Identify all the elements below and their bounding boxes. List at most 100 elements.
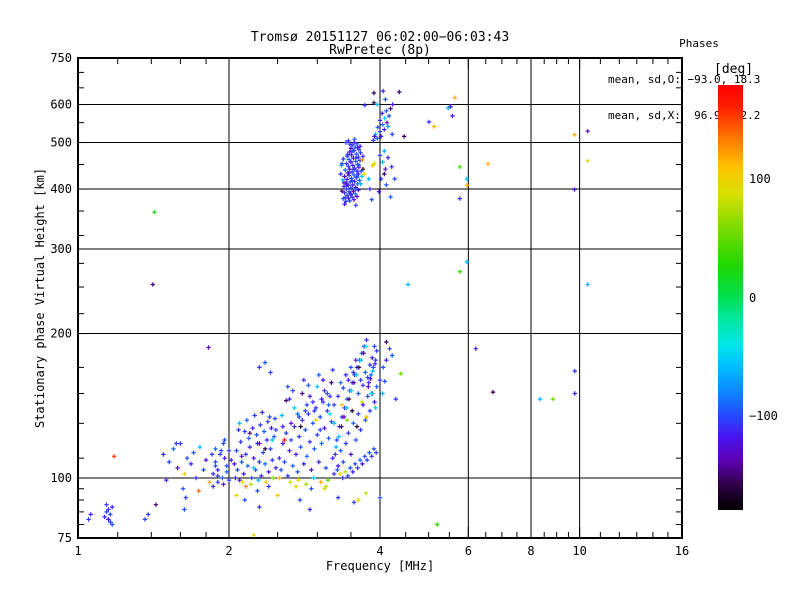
data-point: [247, 444, 252, 450]
data-point: [346, 138, 351, 144]
data-point: [303, 408, 308, 414]
data-point: [249, 475, 254, 481]
data-point: [333, 444, 339, 450]
data-point: [242, 497, 247, 503]
data-point: [326, 402, 331, 408]
data-point: [313, 418, 319, 423]
data-point: [464, 176, 470, 182]
data-point: [339, 402, 345, 408]
data-point: [457, 269, 462, 274]
data-point: [239, 459, 244, 465]
data-point: [341, 156, 346, 162]
data-point: [104, 502, 109, 507]
data-point: [209, 452, 215, 457]
data-point: [333, 452, 338, 457]
data-point: [356, 171, 361, 177]
data-point: [150, 282, 155, 287]
data-point: [358, 150, 363, 155]
data-point: [213, 463, 218, 469]
data-point: [221, 482, 226, 487]
data-point: [358, 181, 363, 187]
data-point: [368, 391, 374, 396]
data-point: [238, 439, 243, 444]
data-point: [279, 413, 285, 418]
data-point: [248, 482, 253, 487]
data-point: [380, 122, 385, 127]
data-point: [393, 396, 398, 402]
data-point: [311, 475, 316, 481]
x-tick-label: 1: [74, 544, 81, 558]
data-point: [213, 446, 218, 452]
y-tick-label: 200: [50, 327, 72, 341]
data-point: [292, 424, 297, 429]
data-point: [363, 344, 369, 349]
data-point: [585, 158, 590, 163]
data-point: [366, 380, 371, 385]
data-point: [262, 446, 268, 452]
data-point: [381, 88, 386, 94]
data-point: [215, 467, 220, 473]
data-point: [355, 465, 360, 471]
data-point: [446, 105, 451, 111]
data-point: [108, 512, 113, 517]
data-point: [86, 517, 91, 522]
data-point: [241, 471, 246, 477]
data-point: [340, 177, 345, 183]
data-point: [307, 394, 313, 399]
data-point: [357, 144, 363, 149]
data-point: [234, 493, 239, 498]
data-point: [354, 151, 359, 157]
data-point: [290, 463, 295, 469]
data-point: [270, 457, 275, 463]
data-point: [277, 475, 282, 481]
data-point: [104, 509, 109, 515]
data-point: [341, 414, 347, 420]
data-point: [295, 411, 300, 417]
data-point: [382, 171, 387, 177]
data-point: [385, 155, 391, 160]
data-point: [264, 437, 270, 443]
data-point: [304, 402, 310, 408]
data-point: [254, 432, 259, 438]
data-point: [335, 467, 340, 473]
data-point: [142, 517, 148, 522]
data-point: [381, 365, 386, 370]
data-point: [297, 414, 302, 420]
data-point: [215, 473, 220, 479]
data-point: [335, 394, 341, 399]
data-point: [353, 155, 358, 161]
data-point: [319, 441, 324, 446]
data-point: [325, 391, 330, 396]
data-point: [327, 411, 333, 417]
data-point: [353, 437, 358, 443]
data-point: [390, 102, 395, 107]
data-point: [382, 116, 387, 121]
data-point: [338, 380, 343, 385]
data-point: [287, 448, 292, 453]
data-point: [380, 160, 385, 165]
data-point: [356, 497, 361, 503]
colorbar-tick-label: 0: [749, 290, 757, 305]
data-point: [337, 471, 343, 477]
data-point: [338, 448, 343, 453]
data-point: [292, 405, 297, 411]
data-point: [275, 493, 280, 498]
data-point: [359, 168, 364, 174]
data-point: [278, 467, 284, 473]
data-point: [387, 346, 392, 351]
y-tick-label: 600: [50, 98, 72, 112]
colorbar-tick-label: 100: [749, 172, 771, 187]
data-point: [211, 484, 216, 489]
data-point: [343, 199, 349, 204]
data-point: [585, 282, 590, 287]
data-point: [102, 514, 107, 520]
data-point: [354, 141, 360, 146]
data-point: [325, 408, 330, 414]
data-point: [257, 504, 262, 510]
x-tick-label: 8: [527, 544, 534, 558]
data-point: [385, 124, 391, 129]
data-point: [356, 365, 362, 370]
data-point: [226, 477, 232, 483]
data-point: [338, 171, 343, 177]
data-point: [349, 388, 354, 393]
